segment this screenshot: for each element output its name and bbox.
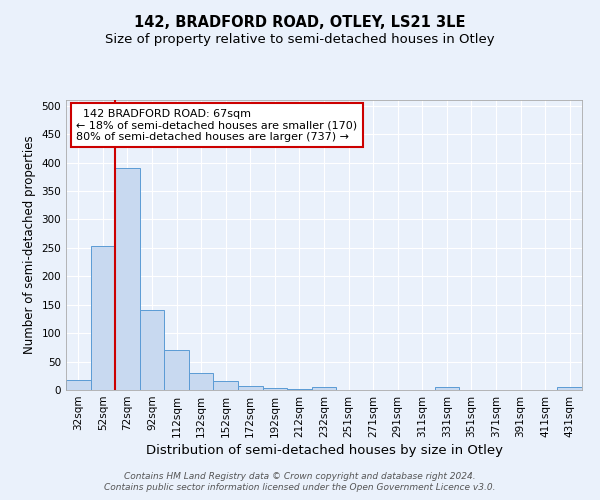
Bar	[238, 386, 263, 390]
Bar	[434, 387, 459, 390]
Y-axis label: Number of semi-detached properties: Number of semi-detached properties	[23, 136, 36, 354]
Bar	[164, 350, 189, 390]
Bar	[91, 246, 115, 390]
Text: 142 BRADFORD ROAD: 67sqm  
← 18% of semi-detached houses are smaller (170)
80% o: 142 BRADFORD ROAD: 67sqm ← 18% of semi-d…	[76, 108, 358, 142]
Bar	[557, 387, 582, 390]
Text: Contains HM Land Registry data © Crown copyright and database right 2024.: Contains HM Land Registry data © Crown c…	[124, 472, 476, 481]
Text: Size of property relative to semi-detached houses in Otley: Size of property relative to semi-detach…	[105, 32, 495, 46]
Bar	[287, 389, 312, 390]
Bar	[263, 388, 287, 390]
Text: Contains public sector information licensed under the Open Government Licence v3: Contains public sector information licen…	[104, 484, 496, 492]
Bar	[312, 387, 336, 390]
Bar	[140, 310, 164, 390]
Bar	[189, 373, 214, 390]
Text: 142, BRADFORD ROAD, OTLEY, LS21 3LE: 142, BRADFORD ROAD, OTLEY, LS21 3LE	[134, 15, 466, 30]
Bar	[214, 381, 238, 390]
X-axis label: Distribution of semi-detached houses by size in Otley: Distribution of semi-detached houses by …	[146, 444, 503, 457]
Bar	[115, 168, 140, 390]
Bar	[66, 380, 91, 390]
